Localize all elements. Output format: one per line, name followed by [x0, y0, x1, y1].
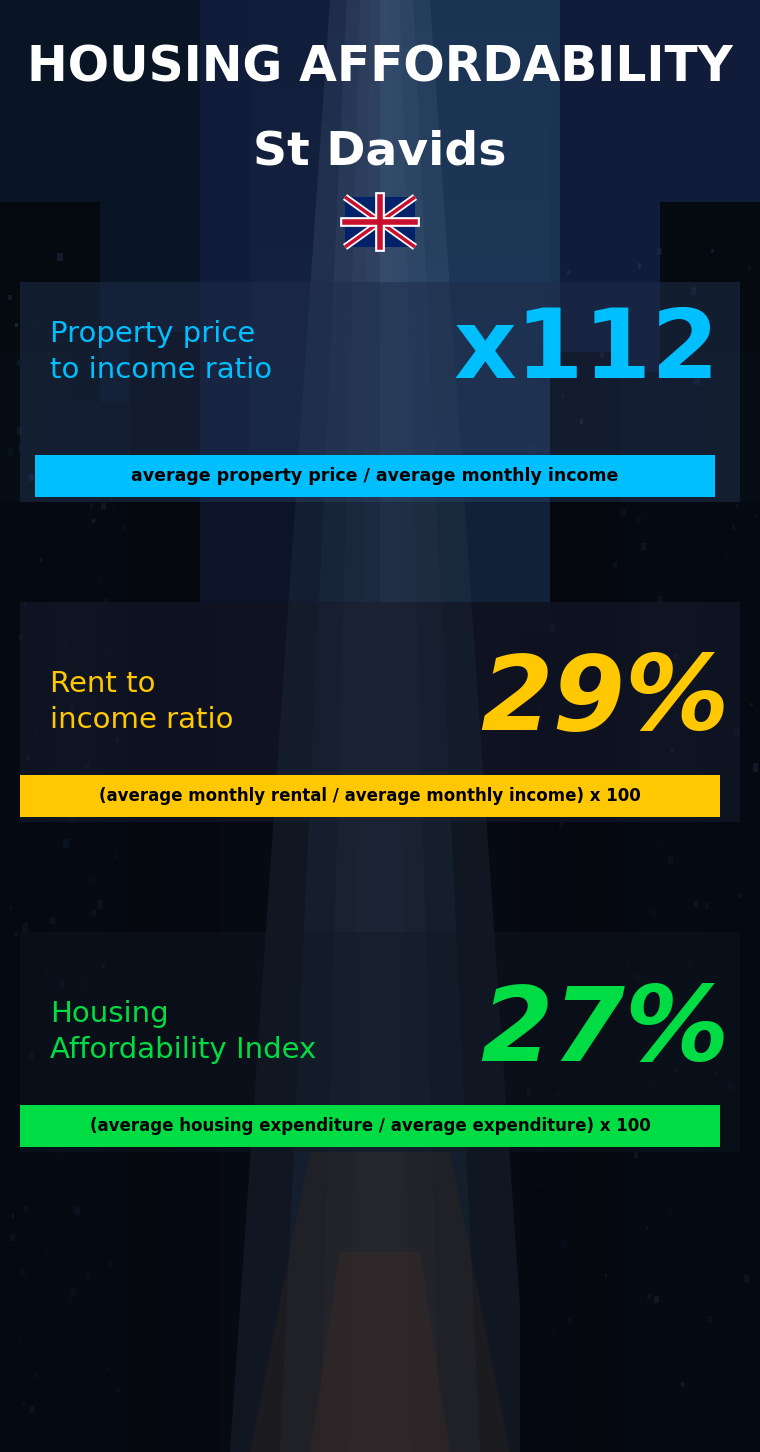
FancyBboxPatch shape: [44, 983, 48, 989]
FancyBboxPatch shape: [691, 287, 696, 295]
FancyBboxPatch shape: [11, 1214, 14, 1218]
FancyBboxPatch shape: [17, 1337, 22, 1345]
FancyBboxPatch shape: [107, 650, 112, 658]
FancyBboxPatch shape: [550, 351, 620, 1452]
FancyBboxPatch shape: [8, 906, 11, 910]
FancyBboxPatch shape: [19, 635, 23, 640]
FancyBboxPatch shape: [552, 1330, 557, 1337]
FancyBboxPatch shape: [670, 1210, 673, 1214]
FancyBboxPatch shape: [705, 903, 709, 909]
FancyBboxPatch shape: [658, 597, 663, 603]
FancyBboxPatch shape: [57, 253, 63, 261]
FancyBboxPatch shape: [660, 616, 663, 619]
FancyBboxPatch shape: [29, 1406, 34, 1413]
FancyBboxPatch shape: [29, 473, 34, 481]
FancyBboxPatch shape: [130, 333, 200, 1452]
FancyBboxPatch shape: [62, 1105, 65, 1109]
FancyBboxPatch shape: [580, 420, 583, 424]
FancyBboxPatch shape: [122, 524, 127, 531]
FancyBboxPatch shape: [120, 351, 125, 359]
FancyBboxPatch shape: [170, 603, 220, 1452]
Polygon shape: [320, 0, 440, 1452]
FancyBboxPatch shape: [18, 444, 24, 452]
FancyBboxPatch shape: [91, 910, 96, 916]
FancyBboxPatch shape: [668, 855, 673, 864]
FancyBboxPatch shape: [36, 321, 40, 325]
FancyBboxPatch shape: [678, 658, 680, 661]
FancyBboxPatch shape: [535, 380, 540, 388]
FancyBboxPatch shape: [20, 1105, 720, 1147]
FancyBboxPatch shape: [540, 1182, 543, 1186]
FancyBboxPatch shape: [8, 295, 11, 301]
Text: Property price
to income ratio: Property price to income ratio: [50, 319, 272, 385]
FancyBboxPatch shape: [538, 476, 544, 485]
FancyBboxPatch shape: [616, 346, 619, 351]
Text: HOUSING AFFORDABILITY: HOUSING AFFORDABILITY: [27, 44, 733, 91]
FancyBboxPatch shape: [724, 549, 730, 558]
FancyBboxPatch shape: [651, 910, 656, 918]
FancyBboxPatch shape: [628, 960, 630, 963]
FancyBboxPatch shape: [666, 674, 669, 680]
FancyBboxPatch shape: [116, 738, 119, 742]
Text: (average housing expenditure / average expenditure) x 100: (average housing expenditure / average e…: [90, 1117, 651, 1135]
FancyBboxPatch shape: [40, 558, 43, 562]
FancyBboxPatch shape: [59, 1128, 62, 1133]
FancyBboxPatch shape: [20, 603, 740, 822]
FancyBboxPatch shape: [739, 1278, 742, 1282]
FancyBboxPatch shape: [600, 353, 604, 359]
FancyBboxPatch shape: [45, 1249, 47, 1253]
FancyBboxPatch shape: [668, 415, 670, 418]
Text: average property price / average monthly income: average property price / average monthly…: [131, 468, 619, 485]
FancyBboxPatch shape: [92, 518, 95, 523]
FancyBboxPatch shape: [638, 263, 641, 269]
FancyBboxPatch shape: [112, 507, 115, 511]
FancyBboxPatch shape: [74, 932, 76, 935]
FancyBboxPatch shape: [660, 202, 760, 1452]
FancyBboxPatch shape: [635, 973, 641, 982]
Text: x112: x112: [454, 305, 720, 398]
FancyBboxPatch shape: [99, 578, 103, 584]
FancyBboxPatch shape: [613, 562, 617, 568]
FancyBboxPatch shape: [590, 1027, 592, 1031]
FancyBboxPatch shape: [50, 402, 130, 1452]
FancyBboxPatch shape: [20, 775, 720, 817]
FancyBboxPatch shape: [100, 472, 160, 1452]
FancyBboxPatch shape: [690, 351, 760, 1452]
FancyBboxPatch shape: [0, 351, 70, 1452]
FancyBboxPatch shape: [649, 1080, 655, 1089]
FancyBboxPatch shape: [102, 964, 105, 968]
FancyBboxPatch shape: [84, 982, 87, 984]
FancyBboxPatch shape: [715, 1070, 719, 1076]
FancyBboxPatch shape: [64, 637, 69, 646]
FancyBboxPatch shape: [104, 1056, 106, 1059]
FancyBboxPatch shape: [24, 601, 27, 607]
FancyBboxPatch shape: [561, 1240, 567, 1249]
FancyBboxPatch shape: [50, 916, 55, 923]
FancyBboxPatch shape: [527, 1089, 531, 1096]
FancyBboxPatch shape: [657, 248, 662, 256]
FancyBboxPatch shape: [520, 632, 570, 1452]
FancyBboxPatch shape: [345, 197, 415, 247]
FancyBboxPatch shape: [621, 510, 626, 515]
Text: 27%: 27%: [480, 982, 730, 1083]
FancyBboxPatch shape: [24, 1205, 28, 1212]
FancyBboxPatch shape: [734, 650, 736, 655]
FancyBboxPatch shape: [22, 1401, 25, 1406]
FancyBboxPatch shape: [660, 1048, 663, 1051]
FancyBboxPatch shape: [67, 1114, 72, 1122]
Polygon shape: [0, 0, 200, 603]
FancyBboxPatch shape: [636, 514, 641, 523]
FancyBboxPatch shape: [105, 598, 108, 603]
FancyBboxPatch shape: [0, 202, 100, 1452]
FancyBboxPatch shape: [68, 704, 74, 713]
FancyBboxPatch shape: [561, 395, 564, 399]
FancyBboxPatch shape: [681, 1382, 685, 1387]
FancyBboxPatch shape: [695, 376, 700, 385]
FancyBboxPatch shape: [559, 822, 562, 828]
FancyBboxPatch shape: [52, 1044, 56, 1050]
FancyBboxPatch shape: [101, 720, 106, 727]
FancyBboxPatch shape: [74, 1207, 80, 1215]
FancyBboxPatch shape: [116, 1387, 120, 1392]
FancyBboxPatch shape: [59, 980, 65, 989]
